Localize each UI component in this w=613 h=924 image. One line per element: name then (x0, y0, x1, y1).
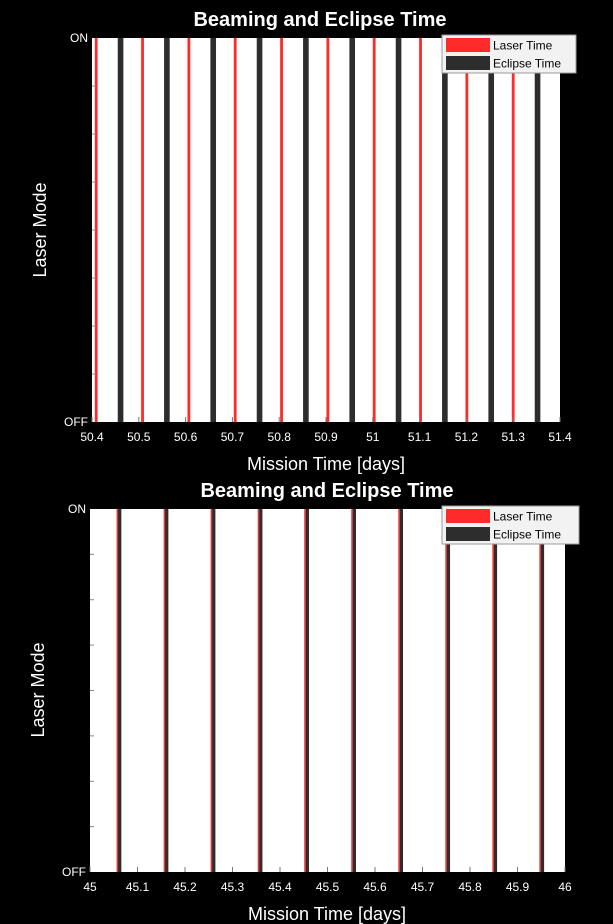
chart-1-legend-swatch-laser (446, 38, 490, 52)
chart-1-xlabel: Mission Time [days] (247, 454, 405, 474)
chart-2-laser-time-bar-7 (398, 509, 400, 872)
chart-1-marks (94, 38, 541, 422)
chart-1-laser-time-bar-3 (187, 38, 191, 422)
chart-2-eclipse-time-bar-4 (259, 509, 263, 872)
chart-1-y-tick-marks (92, 85, 96, 375)
chart-1-eclipse-time-bar-6 (349, 38, 356, 422)
chart-1-eclipse-time-bar-8 (442, 38, 448, 422)
chart-2-x-tick-label: 45.9 (506, 880, 530, 894)
chart-2-y-tick-off: OFF (62, 865, 86, 879)
chart-2-eclipse-time-bar-6 (352, 509, 356, 872)
chart-1-laser-time-bar-9 (465, 38, 469, 422)
chart-1-legend-swatch-eclipse (446, 56, 490, 70)
chart-1-laser-time-bar-1 (94, 38, 98, 422)
chart-2-eclipse-time-bar-3 (212, 509, 216, 872)
chart-2-ylabel: Laser Mode (28, 642, 48, 737)
chart-2-legend-swatch-laser (446, 509, 490, 523)
chart-2-x-tick-label: 45.4 (268, 880, 292, 894)
chart-1-eclipse-time-bar-3 (210, 38, 217, 422)
chart-1-x-tick-label: 51.3 (502, 430, 526, 444)
chart-1-y-tick-off: OFF (64, 415, 88, 429)
plot-area-2 (90, 509, 565, 872)
chart-2-eclipse-time-bar-1 (118, 509, 122, 872)
chart-2-eclipse-time-bar-2 (165, 509, 169, 872)
chart-2-laser-time-bar-3 (210, 509, 213, 872)
chart-2-x-tick-label: 46 (558, 880, 572, 894)
chart-2-legend-label-laser: Laser Time (493, 510, 553, 524)
chart-1-y-tick-on: ON (70, 31, 88, 45)
chart-2-laser-time-bar-9 (492, 509, 494, 872)
chart-2-legend: Laser Time Eclipse Time (441, 505, 580, 545)
chart-2-x-tick-label: 45.2 (173, 880, 197, 894)
chart-1-laser-time-bar-10 (511, 38, 515, 422)
chart-2-xlabel: Mission Time [days] (248, 904, 406, 924)
chart-2-laser-time-bar-10 (539, 509, 541, 872)
chart-1-ylabel: Laser Mode (30, 182, 50, 277)
chart-2-eclipse-time-bar-9 (493, 509, 498, 872)
chart-1-laser-time-bar-5 (280, 38, 283, 422)
chart-2-eclipse-time-bar-5 (305, 509, 309, 872)
chart-2-x-tick-label: 45 (83, 880, 97, 894)
chart-2-laser-time-bar-2 (163, 509, 166, 872)
chart-2-legend-swatch-eclipse (446, 527, 490, 541)
chart-2-x-tick-label: 45.8 (458, 880, 482, 894)
chart-2-x-ticks: 45 45.1 45.2 45.3 45.4 45.5 45.6 45.7 45.8 45.9 46 (83, 867, 572, 894)
chart-2-eclipse-time-bar-10 (540, 509, 545, 872)
chart-2-eclipse-time-bar-7 (399, 509, 404, 872)
chart-2-eclipse-time-bar-8 (446, 509, 451, 872)
chart-1-eclipse-time-bar-2 (164, 38, 170, 422)
chart-1-eclipse-time-bar-9 (488, 38, 495, 422)
chart-1-laser-time-bar-7 (372, 38, 376, 422)
chart-2-x-tick-label: 45.3 (221, 880, 245, 894)
chart-1-legend: Laser Time Eclipse Time (441, 34, 577, 74)
chart-2-x-tick-label: 45.7 (411, 880, 435, 894)
chart-1-eclipse-time-bar-5 (303, 38, 309, 422)
chart-1-x-tick-label: 51.1 (408, 430, 432, 444)
chart-1-x-tick-label: 50.9 (314, 430, 338, 444)
chart-1-legend-label-eclipse: Eclipse Time (493, 57, 561, 71)
chart-2-laser-time-bar-4 (257, 509, 260, 872)
plot-area-1 (92, 38, 560, 422)
chart-1-x-tick-label: 50.6 (174, 430, 198, 444)
chart-2-y-tick-marks (90, 553, 94, 828)
chart-1-eclipse-time-bar-10 (534, 38, 541, 422)
chart-1-eclipse-time-bar-4 (256, 38, 263, 422)
chart-1-x-tick-label: 51 (366, 430, 380, 444)
chart-2-x-tick-label: 45.1 (126, 880, 150, 894)
chart-2-title: Beaming and Eclipse Time (200, 480, 453, 502)
chart-1-x-tick-label: 51.2 (455, 430, 479, 444)
chart-1-laser-time-bar-2 (141, 38, 144, 422)
chart-1-eclipse-time-bar-7 (395, 38, 402, 422)
chart-2-x-tick-label: 45.6 (363, 880, 387, 894)
chart-1-x-tick-label: 50.7 (221, 430, 245, 444)
chart-2-laser-time-bar-1 (116, 509, 119, 872)
chart-1-legend-label-laser: Laser Time (493, 39, 553, 53)
chart-2: 45 45.1 45.2 45.3 45.4 45.5 45.6 45.7 45.8 45.9 46… (28, 480, 580, 924)
chart-1-x-tick-label: 50.4 (80, 430, 104, 444)
chart-1-x-ticks: 50.4 50.5 50.6 50.7 50.8 50.9 51 51.1 51.2 51.3 51… (80, 417, 572, 444)
chart-2-laser-time-bar-8 (445, 509, 447, 872)
chart-1-x-tick-label: 50.5 (127, 430, 151, 444)
chart-2-x-tick-label: 45.5 (316, 880, 340, 894)
chart-2-laser-time-bar-6 (351, 509, 353, 872)
chart-1-x-tick-label: 51.4 (548, 430, 572, 444)
chart-2-marks (116, 509, 545, 872)
chart-1-laser-time-bar-6 (326, 38, 330, 422)
chart-2-legend-label-eclipse: Eclipse Time (493, 528, 561, 542)
chart-2-laser-time-bar-5 (304, 509, 306, 872)
chart-1-x-tick-label: 50.8 (268, 430, 292, 444)
chart-1-title: Beaming and Eclipse Time (193, 9, 446, 31)
chart-1-eclipse-time-bar-1 (117, 38, 124, 422)
chart-1-laser-time-bar-4 (233, 38, 237, 422)
chart-1: 50.4 50.5 50.6 50.7 50.8 50.9 51 51.1 51.2 51.3 51… (30, 9, 577, 474)
chart-2-y-tick-on: ON (68, 502, 86, 516)
chart-1-laser-time-bar-8 (419, 38, 422, 422)
